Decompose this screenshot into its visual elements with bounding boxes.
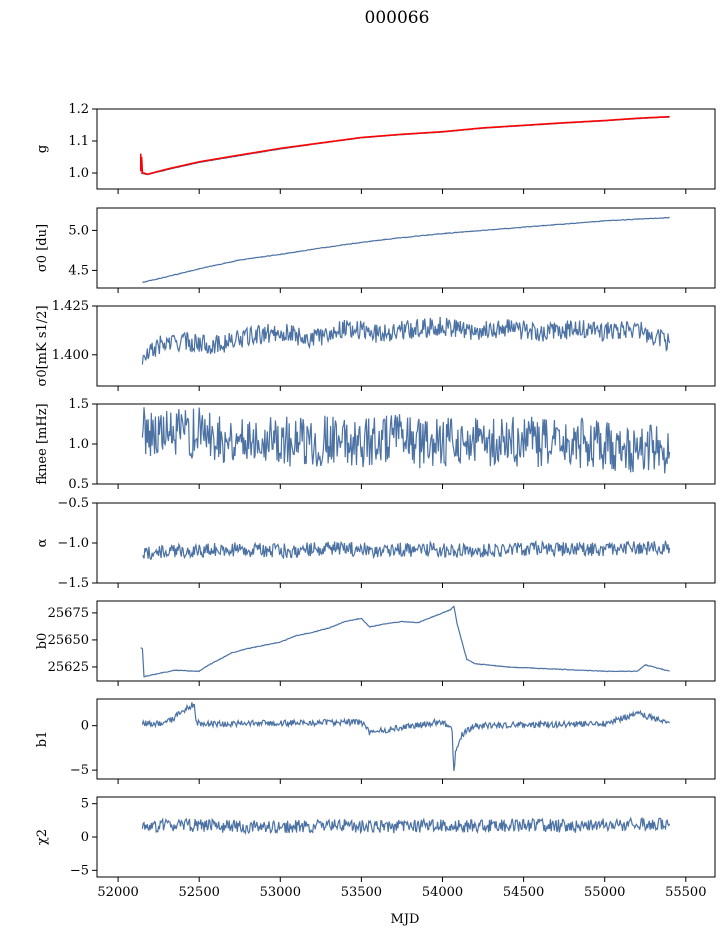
subplot-5: −1.5 −1.0 −0.5 α: [35, 496, 716, 591]
x-tick-label: 55000: [584, 885, 625, 900]
subplot-8: −5 0 5 52000 52500 53000 53500 54000 54500 55000 5…: [35, 796, 716, 900]
y-tick-label: 0.5: [68, 477, 89, 492]
y-axis-label: fknee [mHz]: [35, 403, 50, 484]
x-tick-label: 54000: [422, 885, 463, 900]
y-tick-label: 25675: [48, 606, 89, 621]
series-line-7-1: [141, 702, 671, 771]
series-line-2-1: [142, 216, 670, 284]
subplot-1: 1.0 1.1 1.2 g: [35, 102, 716, 194]
y-tick-label: 25650: [48, 633, 89, 648]
subplot-7: −5 0 b1: [35, 698, 716, 784]
x-tick-label: 53500: [341, 885, 382, 900]
series-line-6-1: [140, 605, 670, 678]
y-tick-label: 1.400: [52, 348, 89, 363]
y-axis-label: b1: [35, 731, 50, 748]
y-tick-label: −5: [70, 763, 89, 778]
figure-title: 000066: [365, 8, 430, 28]
y-tick-label: 1.0: [68, 437, 89, 452]
series-line-3-1: [141, 316, 671, 365]
axes-frame: [96, 698, 716, 780]
y-tick-label: 5.0: [68, 223, 89, 238]
x-tick-label: 52000: [97, 885, 138, 900]
series-line-1-1: [140, 116, 670, 176]
y-tick-label: 1.425: [52, 299, 89, 314]
y-axis-label: g: [35, 145, 50, 153]
x-tick-label: 54500: [503, 885, 544, 900]
x-tick-label: 52500: [179, 885, 220, 900]
y-tick-label: 1.1: [68, 134, 89, 149]
y-tick-label: 1.5: [68, 397, 89, 412]
y-axis-label: σ0 [du]: [35, 224, 50, 272]
x-tick-label: 55500: [665, 885, 706, 900]
y-axis-label: α: [35, 538, 50, 547]
y-tick-label: −1.5: [57, 576, 89, 591]
axes-frame: [96, 502, 716, 584]
axes-frame: [96, 207, 716, 289]
axes-frame: [96, 305, 716, 387]
subplot-2: 4.5 5.0 σ0 [du]: [35, 207, 716, 293]
y-axis-label: b0: [35, 633, 50, 650]
y-axis-label: σ0[mK s1/2]: [35, 305, 50, 386]
y-tick-label: −1.0: [57, 536, 89, 551]
y-tick-label: 5: [81, 797, 89, 812]
y-tick-label: 1.2: [68, 102, 89, 117]
y-tick-label: 0: [81, 830, 89, 845]
axes-frame: [96, 108, 716, 190]
subplot-6: 25625 25650 25675 b0: [35, 600, 716, 686]
y-axis-label: χ2: [35, 829, 50, 845]
y-tick-label: 1.0: [68, 166, 89, 181]
series-line-8-1: [141, 816, 671, 836]
y-tick-label: 4.5: [68, 263, 89, 278]
axes-frame: [96, 600, 716, 682]
series-line-4-1: [141, 407, 671, 474]
y-tick-label: 25625: [48, 660, 89, 675]
x-tick-label: 53000: [260, 885, 301, 900]
y-tick-label: 0: [81, 719, 89, 734]
x-axis-label: MJD: [391, 912, 420, 927]
series-line-1-2: [140, 115, 670, 176]
y-tick-label: −0.5: [57, 496, 89, 511]
series-line-5-1: [142, 539, 671, 560]
subplot-4: 0.5 1.0 1.5 fknee [mHz]: [35, 397, 716, 492]
y-tick-label: −5: [70, 863, 89, 878]
axes-frame: [96, 796, 716, 878]
